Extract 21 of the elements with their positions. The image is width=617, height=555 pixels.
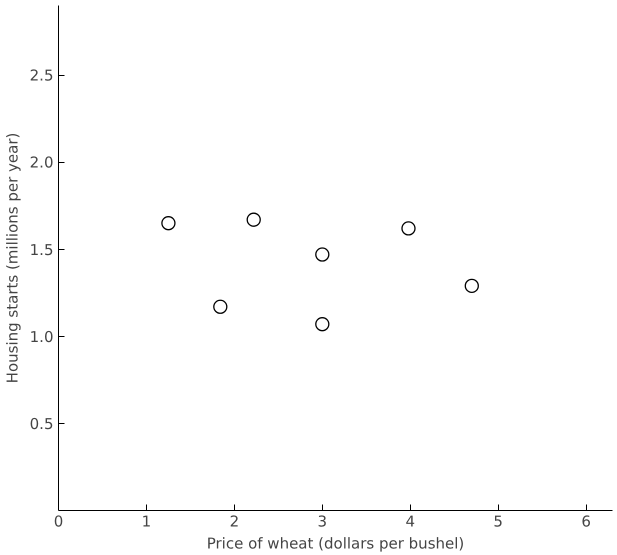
x-tick-label: 0 (54, 512, 64, 530)
y-tick-label: 1.0 (30, 328, 54, 346)
x-tick-label: 1 (142, 512, 152, 530)
point (315, 247, 330, 262)
x-tick-label: 5 (493, 512, 503, 530)
y-tick-label: 2.0 (30, 154, 54, 172)
y-axis-title: Housing starts (millions per year) (4, 132, 22, 384)
x-tick-label: 6 (581, 512, 591, 530)
point (213, 300, 228, 314)
y-tick-label: 2.5 (30, 66, 54, 85)
point (401, 221, 416, 236)
x-tick-label: 4 (405, 512, 416, 530)
y-tick-label: 1.5 (30, 240, 54, 259)
point (246, 212, 261, 227)
y-tick-label: 0.5 (30, 414, 54, 433)
x-axis-title: Price of wheat (dollars per bushel) (206, 534, 464, 552)
x-tick-label: 3 (318, 512, 328, 530)
point (315, 317, 330, 332)
x-tick-label: 2 (230, 512, 240, 530)
point (161, 216, 176, 230)
point (464, 278, 479, 293)
